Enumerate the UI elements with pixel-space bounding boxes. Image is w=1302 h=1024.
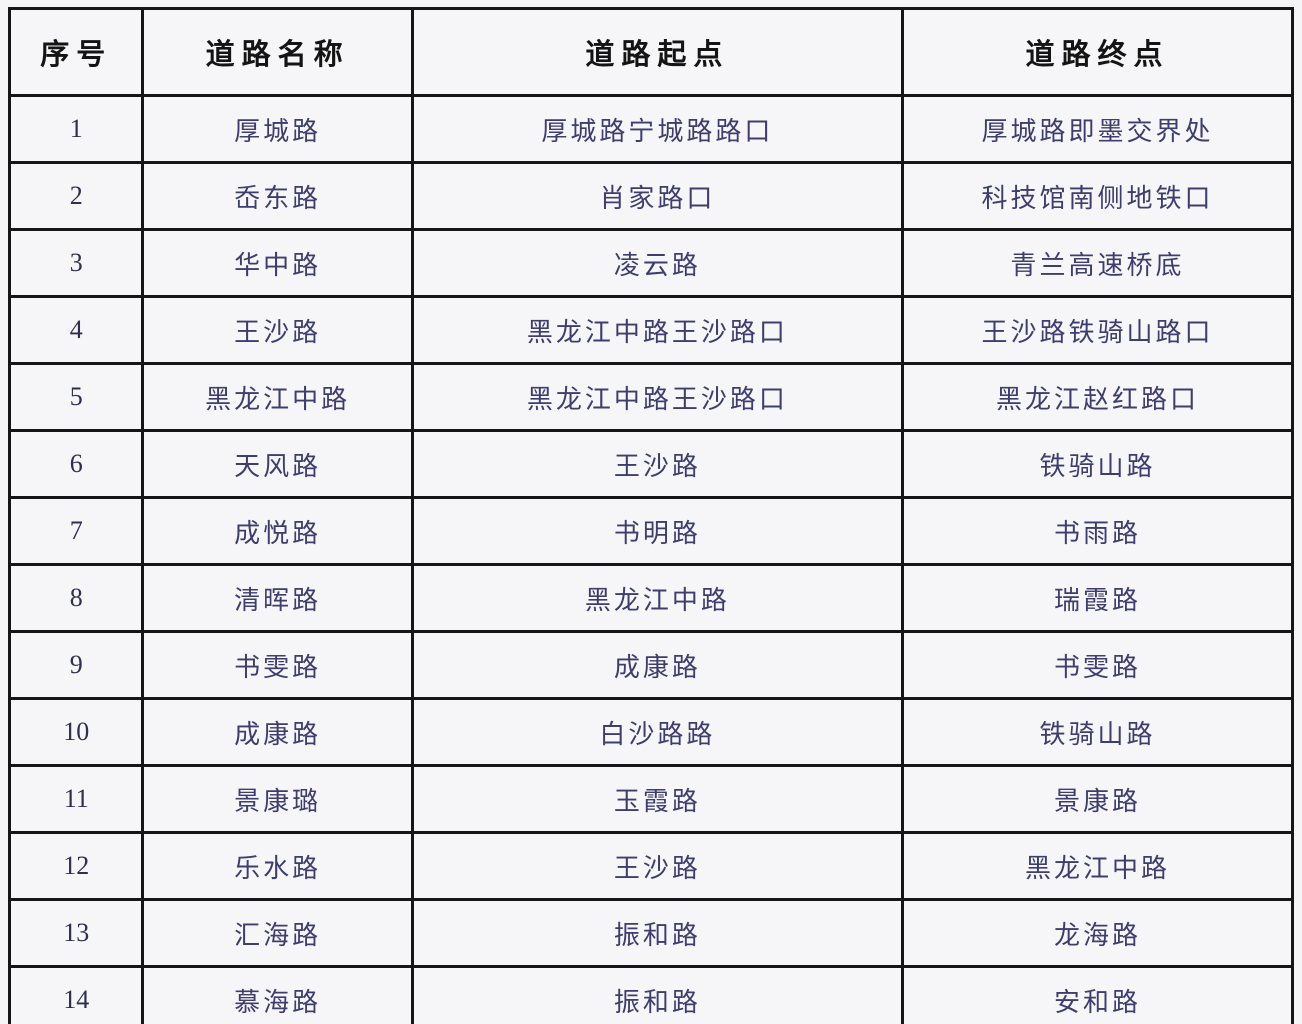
header-road-end: 道路终点 [900,7,1295,97]
road-start-cell: 王沙路 [410,831,904,901]
road-end-cell: 安和路 [900,965,1295,1024]
road-end-cell: 书雯路 [900,630,1295,700]
road-name-cell: 书雯路 [141,630,414,700]
serial-number-cell: 8 [7,563,145,633]
road-end-cell: 青兰高速桥底 [900,228,1295,298]
serial-number-cell: 7 [7,496,145,566]
table-row: 9 书雯路 成康路 书雯路 [7,630,1295,700]
table-row: 12 乐水路 王沙路 黑龙江中路 [7,831,1295,901]
table-row: 4 王沙路 黑龙江中路王沙路口 王沙路铁骑山路口 [7,295,1295,365]
serial-number-cell: 5 [7,362,145,432]
serial-number-cell: 14 [7,965,145,1024]
road-start-cell: 黑龙江中路 [410,563,904,633]
table-row: 8 清晖路 黑龙江中路 瑞霞路 [7,563,1295,633]
road-start-cell: 白沙路路 [410,697,904,767]
road-name-cell: 景康璐 [141,764,414,834]
serial-number-cell: 1 [7,94,145,164]
road-start-cell: 肖家路口 [410,161,904,231]
table-row: 6 天风路 王沙路 铁骑山路 [7,429,1295,499]
road-name-cell: 清晖路 [141,563,414,633]
road-end-cell: 黑龙江赵红路口 [900,362,1295,432]
road-start-cell: 玉霞路 [410,764,904,834]
road-name-cell: 成悦路 [141,496,414,566]
serial-number-cell: 2 [7,161,145,231]
road-end-cell: 王沙路铁骑山路口 [900,295,1295,365]
road-end-cell: 科技馆南侧地铁口 [900,161,1295,231]
road-end-cell: 瑞霞路 [900,563,1295,633]
table-header-row: 序号 道路名称 道路起点 道路终点 [7,7,1295,97]
serial-number-cell: 11 [7,764,145,834]
table-row: 10 成康路 白沙路路 铁骑山路 [7,697,1295,767]
road-name-cell: 黑龙江中路 [141,362,414,432]
road-start-cell: 凌云路 [410,228,904,298]
road-start-cell: 振和路 [410,965,904,1024]
road-name-cell: 成康路 [141,697,414,767]
table-row: 3 华中路 凌云路 青兰高速桥底 [7,228,1295,298]
road-name-cell: 慕海路 [141,965,414,1024]
road-end-cell: 铁骑山路 [900,429,1295,499]
road-name-cell: 岙东路 [141,161,414,231]
serial-number-cell: 10 [7,697,145,767]
table-row: 13 汇海路 振和路 龙海路 [7,898,1295,968]
table-row: 5 黑龙江中路 黑龙江中路王沙路口 黑龙江赵红路口 [7,362,1295,432]
table-row: 11 景康璐 玉霞路 景康路 [7,764,1295,834]
serial-number-cell: 13 [7,898,145,968]
road-end-cell: 书雨路 [900,496,1295,566]
road-end-cell: 龙海路 [900,898,1295,968]
road-name-cell: 厚城路 [141,94,414,164]
road-start-cell: 振和路 [410,898,904,968]
road-name-cell: 天风路 [141,429,414,499]
table-row: 1 厚城路 厚城路宁城路路口 厚城路即墨交界处 [7,94,1295,164]
road-start-cell: 黑龙江中路王沙路口 [410,362,904,432]
header-serial-number: 序号 [7,7,145,97]
serial-number-cell: 12 [7,831,145,901]
header-road-start: 道路起点 [410,7,904,97]
road-end-cell: 景康路 [900,764,1295,834]
road-name-cell: 王沙路 [141,295,414,365]
road-end-cell: 铁骑山路 [900,697,1295,767]
header-road-name: 道路名称 [141,7,414,97]
road-start-cell: 成康路 [410,630,904,700]
road-start-cell: 王沙路 [410,429,904,499]
serial-number-cell: 3 [7,228,145,298]
table-row: 7 成悦路 书明路 书雨路 [7,496,1295,566]
serial-number-cell: 9 [7,630,145,700]
table-row: 14 慕海路 振和路 安和路 [7,965,1295,1024]
road-start-cell: 书明路 [410,496,904,566]
road-name-cell: 汇海路 [141,898,414,968]
road-name-cell: 华中路 [141,228,414,298]
road-end-cell: 黑龙江中路 [900,831,1295,901]
road-list-table: 序号 道路名称 道路起点 道路终点 1 厚城路 厚城路宁城路路口 厚城路即墨交界… [7,7,1295,1024]
road-start-cell: 厚城路宁城路路口 [410,94,904,164]
road-start-cell: 黑龙江中路王沙路口 [410,295,904,365]
serial-number-cell: 4 [7,295,145,365]
road-end-cell: 厚城路即墨交界处 [900,94,1295,164]
road-name-cell: 乐水路 [141,831,414,901]
serial-number-cell: 6 [7,429,145,499]
table-row: 2 岙东路 肖家路口 科技馆南侧地铁口 [7,161,1295,231]
